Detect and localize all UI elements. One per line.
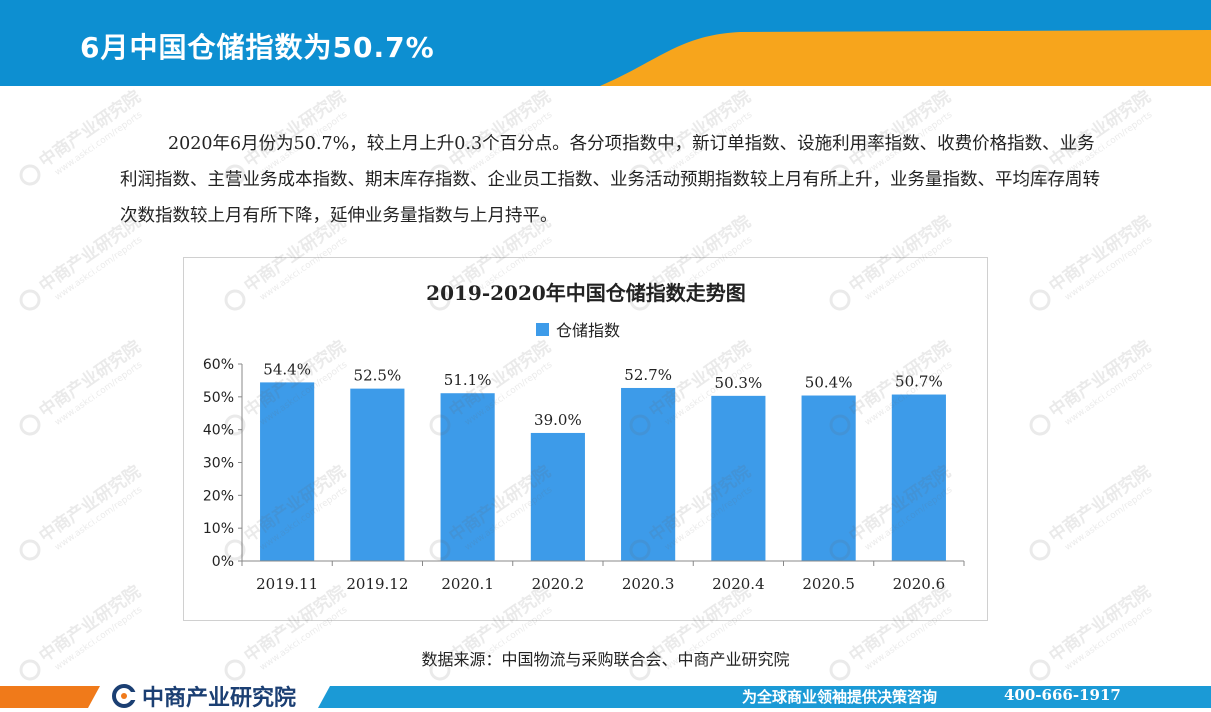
y-tick-label: 50% — [203, 390, 234, 406]
x-tick-label: 2019.12 — [346, 575, 408, 593]
x-tick-label: 2020.4 — [712, 575, 765, 593]
bar — [440, 393, 495, 561]
bar — [711, 395, 766, 561]
y-tick-label: 0% — [212, 554, 234, 570]
svg-text:www.askci.com/reports: www.askci.com/reports — [53, 235, 144, 303]
data-source: 数据来源：中国物流与采购联合会、中商产业研究院 — [421, 650, 790, 669]
page-title: 6月中国仓储指数为50.7% — [80, 31, 435, 64]
description-paragraph: 2020年6月份为50.7%，较上月上升0.3个百分点。各分项指数中，新订单指数… — [120, 134, 1100, 226]
brand: 中商产业研究院 — [112, 680, 296, 712]
y-axis: 0% 10% 20% 30% 40% 50% 60% — [203, 357, 243, 570]
chart-title: 2019-2020年中国仓储指数走势图 — [426, 281, 746, 305]
x-tick-label: 2019.11 — [256, 575, 318, 593]
legend-label: 仓储指数 — [556, 321, 620, 340]
footer-bar — [0, 678, 1211, 712]
x-tick-label: 2020.5 — [802, 575, 855, 593]
svg-text:中商产业研究院: 中商产业研究院 — [1045, 336, 1155, 421]
legend-swatch — [536, 323, 549, 336]
bar-chart: 2019-2020年中国仓储指数走势图 仓储指数 0% 10% 20% 30% 40% 5… — [203, 281, 965, 593]
svg-text:www.askci.com/reports: www.askci.com/reports — [1063, 235, 1154, 303]
header-banner: 6月中国仓储指数为50.7% — [0, 0, 1211, 86]
bar-value-label: 52.7% — [624, 366, 672, 384]
brand-logo-icon — [112, 684, 136, 708]
y-tick-label: 20% — [203, 488, 234, 504]
y-tick-label: 30% — [203, 456, 234, 472]
bar — [891, 394, 946, 561]
chart-container: 2019-2020年中国仓储指数走势图 仓储指数 0% 10% 20% 30% 40% 5… — [183, 257, 988, 621]
y-tick-label: 40% — [203, 423, 234, 439]
bars: 54.4% 52.5% 51.1% 39.0% 52.7% 50.3% 50.4% 50.7% — [260, 360, 946, 561]
svg-text:www.askci.com/reports: www.askci.com/reports — [53, 360, 144, 428]
bar — [260, 382, 315, 561]
bar-value-label: 50.4% — [805, 374, 853, 392]
footer-phone: 400-666-1917 — [1004, 686, 1121, 704]
x-tick-label: 2020.1 — [441, 575, 494, 593]
svg-text:www.askci.com/reports: www.askci.com/reports — [53, 485, 144, 553]
bar-value-label: 51.1% — [444, 371, 492, 389]
brand-name: 中商产业研究院 — [142, 686, 297, 711]
x-tick-label: 2020.6 — [893, 575, 946, 593]
x-axis: 2019.11 2019.12 2020.1 2020.2 2020.3 2020.4 20… — [241, 560, 965, 593]
bar — [530, 432, 585, 561]
x-tick-label: 2020.2 — [532, 575, 585, 593]
svg-text:中商产业研究院: 中商产业研究院 — [35, 461, 145, 546]
svg-text:www.askci.com/reports: www.askci.com/reports — [1063, 360, 1154, 428]
bar-value-label: 52.5% — [354, 367, 402, 385]
header-background — [0, 0, 1211, 86]
footer-slogan: 为全球商业领袖提供决策咨询 — [742, 688, 938, 706]
y-tick-label: 60% — [203, 357, 234, 373]
bar — [621, 387, 676, 561]
bar-value-label: 50.7% — [895, 373, 943, 391]
x-tick-label: 2020.3 — [622, 575, 675, 593]
svg-text:中商产业研究院: 中商产业研究院 — [1045, 461, 1155, 546]
bar — [801, 395, 856, 561]
bar-value-label: 39.0% — [534, 411, 582, 429]
bar — [350, 388, 405, 561]
svg-text:中商产业研究院: 中商产业研究院 — [35, 336, 145, 421]
bar-value-label: 54.4% — [263, 360, 311, 378]
bar-value-label: 50.3% — [715, 374, 763, 392]
svg-text:www.askci.com/reports: www.askci.com/reports — [1063, 485, 1154, 553]
footer-background — [0, 686, 1211, 708]
y-tick-label: 10% — [203, 521, 234, 537]
